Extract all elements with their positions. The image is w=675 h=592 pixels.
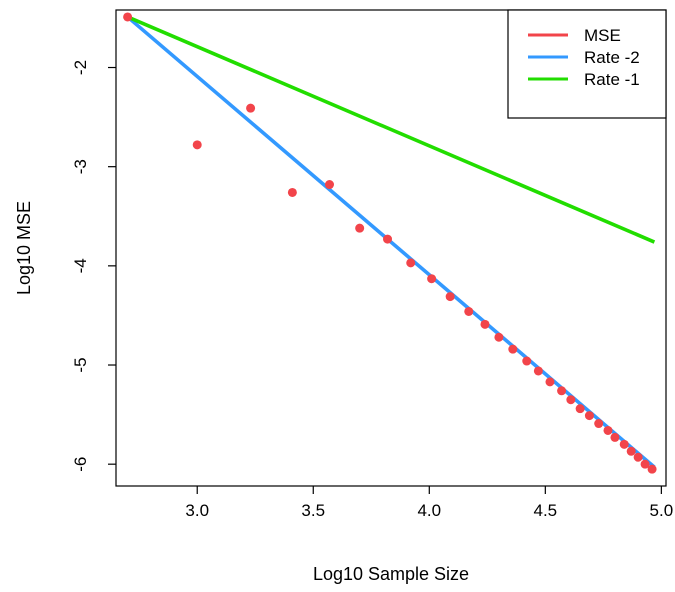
mse-point — [383, 234, 393, 244]
mse-point — [533, 366, 543, 376]
series-line-rateminus1 — [126, 15, 656, 244]
plot-marks — [123, 12, 657, 474]
mse-point — [123, 12, 133, 22]
series-line-rateminus2 — [126, 15, 656, 469]
mse-point — [584, 411, 594, 421]
mse-point — [494, 332, 504, 342]
axes: 3.0 3.5 4.0 4.5 5.0 -2 -3 -4 -5 -6 — [71, 60, 673, 520]
mse-point — [619, 439, 629, 449]
y-tick-label: -2 — [71, 60, 90, 75]
y-tick-label: -6 — [71, 457, 90, 472]
mse-point — [603, 425, 613, 435]
mse-point — [445, 292, 455, 302]
mse-point — [566, 395, 576, 405]
mse-point — [575, 404, 585, 414]
legend-label: Rate -2 — [584, 48, 640, 67]
legend-label: MSE — [584, 26, 621, 45]
mse-point — [610, 432, 620, 442]
x-tick-label: 5.0 — [650, 501, 674, 520]
legend: MSE Rate -2 Rate -1 — [507, 9, 667, 119]
mse-point — [406, 258, 416, 268]
mse-point — [557, 386, 567, 396]
x-tick-label: 4.0 — [417, 501, 441, 520]
mse-point — [246, 103, 256, 113]
x-axis-label: Log10 Sample Size — [313, 564, 469, 584]
mse-point — [508, 344, 518, 354]
y-tick-label: -3 — [71, 159, 90, 174]
mse-point — [647, 464, 657, 474]
y-tick-label: -5 — [71, 357, 90, 372]
plot-frame — [115, 9, 667, 487]
mse-point — [522, 356, 532, 366]
mse-point — [640, 459, 650, 469]
mse-point — [464, 306, 474, 316]
mse-point — [594, 419, 604, 429]
mse-point — [633, 452, 643, 462]
mse-point — [287, 187, 297, 197]
mse-point — [427, 274, 437, 284]
x-tick-label: 3.5 — [301, 501, 325, 520]
mse-point — [480, 319, 490, 329]
legend-box — [507, 9, 667, 119]
mse-point — [626, 446, 636, 456]
y-tick-label: -4 — [71, 258, 90, 273]
x-tick-label: 4.5 — [534, 501, 558, 520]
mse-point — [545, 377, 555, 387]
x-tick-label: 3.0 — [185, 501, 209, 520]
y-axis-label: Log10 MSE — [14, 201, 34, 295]
mse-point — [325, 180, 335, 190]
mse-point — [192, 140, 202, 150]
mse-point — [355, 223, 365, 233]
legend-label: Rate -1 — [584, 70, 640, 89]
